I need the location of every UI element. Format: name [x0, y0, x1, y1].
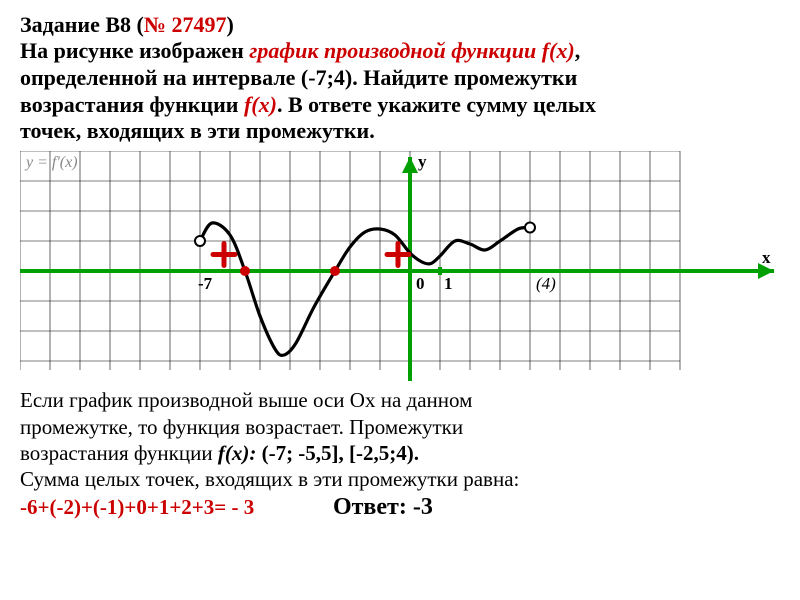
e-l1: Если график производной выше оси Ox на д…	[20, 388, 472, 412]
task-number: № 27497	[144, 12, 227, 37]
p-l3b: f(x)	[244, 92, 277, 117]
answer-label: Ответ: -3	[333, 494, 433, 520]
e-l3b: f(x):	[218, 441, 256, 465]
p-l3c: . В ответе укажите сумму целых	[277, 92, 596, 117]
svg-text:-7: -7	[198, 274, 213, 293]
p-l1a: На рисунке изображен	[20, 38, 249, 63]
p-l1c: ,	[575, 38, 581, 63]
problem-text: На рисунке изображен график производной …	[20, 38, 780, 145]
svg-text:1: 1	[444, 274, 453, 293]
e-l3c: (-7; -5,5], [-2,5;4).	[256, 441, 419, 465]
task-title: Задание B8 (№ 27497)	[20, 12, 780, 38]
explanation: Если график производной выше оси Ox на д…	[20, 387, 780, 522]
chart-svg: y 01 -7 (4) y = f'(x) x	[20, 151, 780, 381]
calc-line: -6+(-2)+(-1)+0+1+2+3= - 3	[20, 495, 254, 519]
p-l1b: график производной функции f(x)	[249, 38, 574, 63]
svg-text:0: 0	[416, 274, 425, 293]
e-l4: Сумма целых точек, входящих в эти промеж…	[20, 467, 519, 491]
derivative-chart: y 01 -7 (4) y = f'(x) x	[20, 151, 780, 381]
svg-text:x: x	[762, 248, 771, 267]
e-l3a: возрастания функции	[20, 441, 218, 465]
p-l3a: возрастания функции	[20, 92, 244, 117]
title-suffix: )	[226, 12, 233, 37]
svg-text:y: y	[418, 152, 427, 171]
title-prefix: Задание B8 (	[20, 12, 144, 37]
svg-text:(4): (4)	[536, 274, 556, 293]
svg-text:y = f'(x): y = f'(x)	[24, 154, 78, 171]
p-l2: определенной на интервале (-7;4). Найдит…	[20, 65, 577, 90]
e-l2: промежутке, то функция возрастает. Проме…	[20, 415, 463, 439]
p-l4: точек, входящих в эти промежутки.	[20, 118, 375, 143]
